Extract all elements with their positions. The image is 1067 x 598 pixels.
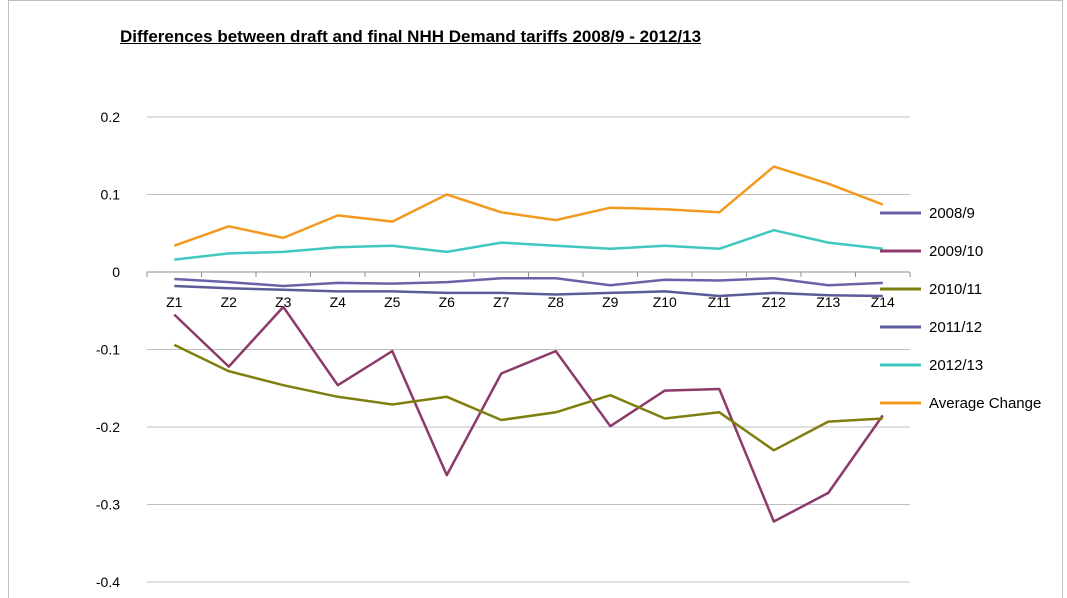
y-tick-label: 0 [112, 264, 120, 280]
y-tick-label: -0.1 [96, 342, 120, 358]
y-tick-label: 0.2 [101, 109, 121, 125]
series-line-2012-13 [174, 228, 883, 261]
x-tick-label: Z6 [439, 294, 456, 310]
x-tick-label: Z9 [602, 294, 619, 310]
legend-label: 2010/11 [929, 281, 982, 298]
chart-title: Differences between draft and final NHH … [120, 27, 702, 46]
series-line-2009-10 [173, 305, 884, 523]
series-lines [173, 165, 884, 523]
x-tick-label: Z5 [384, 294, 401, 310]
y-tick-label: -0.2 [96, 419, 120, 435]
legend-label: Average Change [929, 395, 1041, 412]
legend: 2008/9 2009/10 2010/11 2011/12 2012/13 Averag… [880, 205, 1041, 412]
series-line-2011-12 [174, 284, 883, 298]
x-axis-tick-labels: Z1 Z2 Z3 Z4 Z5 Z6 Z7 Z8 Z9 Z10 Z11 Z12 Z13 Z14 [166, 294, 895, 310]
chart-frame [8, 0, 1063, 598]
x-tick-label: Z13 [816, 294, 840, 310]
gridlines [146, 116, 911, 583]
legend-label: 2009/10 [929, 243, 983, 260]
x-tick-label: Z7 [493, 294, 510, 310]
x-tick-label: Z12 [762, 294, 786, 310]
y-tick-label: 0.1 [101, 187, 121, 203]
x-tick-label: Z10 [653, 294, 677, 310]
series-line-2008-9 [174, 276, 883, 288]
y-tick-label: -0.3 [96, 497, 120, 513]
legend-label: 2008/9 [929, 205, 975, 222]
x-tick-label: Z3 [275, 294, 292, 310]
y-tick-label: -0.4 [96, 574, 120, 590]
x-tick-label: Z2 [221, 294, 238, 310]
x-tick-label: Z14 [871, 294, 895, 310]
legend-label: 2011/12 [929, 319, 982, 336]
x-tick-label: Z1 [166, 294, 183, 310]
x-tick-label: Z8 [548, 294, 565, 310]
x-tick-label: Z11 [708, 294, 731, 310]
y-axis-tick-labels: -0.4 -0.3 -0.2 -0.1 0 0.1 0.2 [96, 109, 120, 590]
series-line-2010-11 [173, 343, 883, 452]
series-line-average-change [173, 165, 884, 247]
legend-label: 2012/13 [929, 357, 983, 374]
x-tick-label: Z4 [330, 294, 347, 310]
